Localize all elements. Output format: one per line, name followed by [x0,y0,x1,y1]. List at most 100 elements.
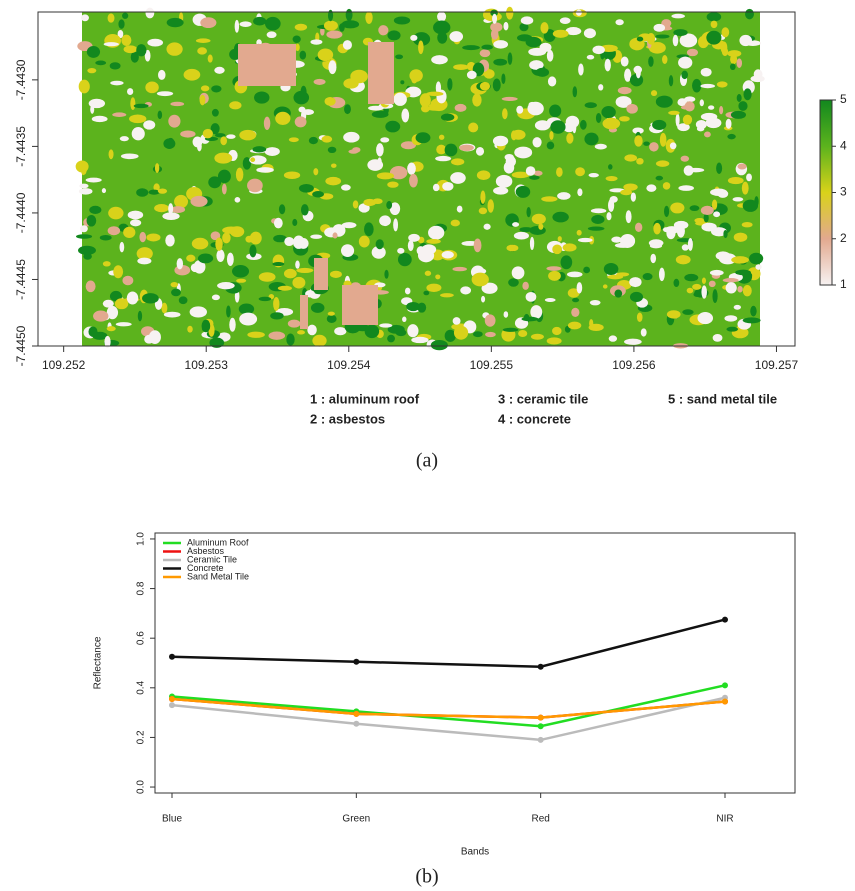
y-tick-label: 0.6 [136,631,147,645]
map-roof [300,295,308,329]
data-point [538,737,544,743]
map-patch [548,76,556,86]
map-patch [529,102,536,108]
map-patch [668,111,680,115]
map-patch [142,293,159,303]
map-patch [698,312,713,324]
map-patch [584,133,598,146]
map-patch [208,55,213,63]
map-patch [493,59,507,66]
map-patch [541,196,557,201]
map-patch [687,288,694,294]
map-patch [387,30,400,40]
map-patch [493,136,508,146]
map-patch [750,306,756,317]
map-patch [88,326,97,337]
map-patch [480,191,485,204]
map-patch [450,172,466,184]
map-patch [706,118,722,128]
map-patch [503,22,508,31]
map-patch [506,245,518,252]
map-patch [664,206,669,217]
map-patch [530,237,534,250]
map-patch [531,334,544,340]
legend-item: 5 : sand metal tile [668,391,777,406]
map-patch [313,168,318,175]
map-patch [269,332,286,340]
map-patch [726,119,732,129]
map-patch [342,222,357,228]
map-patch [79,184,88,189]
map-patch [312,335,326,347]
map-patch [506,7,513,20]
map-patch [609,335,617,341]
map-patch [222,232,230,243]
map-patch [618,87,632,94]
figure: 109.252109.253109.254109.255109.256109.2… [0,0,855,891]
map-patch [713,334,723,342]
map-patch [670,142,677,149]
map-patch [473,331,483,337]
map-patch [493,78,501,91]
map-patch [649,239,664,246]
map-patch [397,248,404,254]
map-patch [503,328,519,332]
map-patch [667,310,681,318]
y-tick-label: 0.4 [136,680,147,694]
map-patch [580,120,587,130]
map-patch [252,146,266,152]
map-patch [731,111,746,119]
map-patch [386,201,392,209]
map-patch [516,106,523,114]
map-patch [615,19,623,25]
map-patch [603,118,621,130]
map-patch [702,278,706,284]
map-patch [724,315,737,321]
map-patch [480,82,490,91]
data-point [722,682,728,688]
map-patch [743,317,761,323]
map-patch [674,221,689,229]
map-patch [596,113,601,123]
map-patch [229,101,241,109]
map-patch [267,31,277,38]
map-patch [407,324,418,337]
map-patch [552,244,562,254]
map-patch [656,96,673,108]
legend-item: 3 : ceramic tile [498,391,588,406]
map-patch [737,164,746,170]
map-patch [192,238,209,250]
map-patch [201,85,209,91]
map-patch [637,313,643,322]
map-patch [496,175,513,188]
map-patch [589,319,593,327]
map-patch [166,42,182,55]
map-patch [127,88,133,95]
map-patch [108,226,120,235]
map-patch [676,113,680,126]
map-patch [168,203,173,214]
y-axis-label: Reflectance [93,636,104,689]
x-tick-label: NIR [716,814,733,825]
map-patch [563,243,577,251]
map-patch [297,330,305,334]
map-patch [155,163,159,173]
map-patch [163,138,175,149]
map-patch [514,147,532,159]
legend-item: 1 : aluminum roof [310,391,420,406]
map-patch [717,81,728,87]
map-patch [572,298,579,302]
map-patch [649,142,659,151]
map-patch [216,249,224,262]
map-patch [418,40,424,54]
map-patch [380,137,389,142]
y-tick-label: -7.4445 [14,259,28,300]
map-patch [621,57,629,67]
map-patch [104,42,119,46]
map-patch [608,164,613,170]
map-patch [700,99,704,106]
map-patch [481,296,485,303]
map-patch [558,236,562,241]
map-patch [284,237,294,246]
map-patch [508,278,519,287]
